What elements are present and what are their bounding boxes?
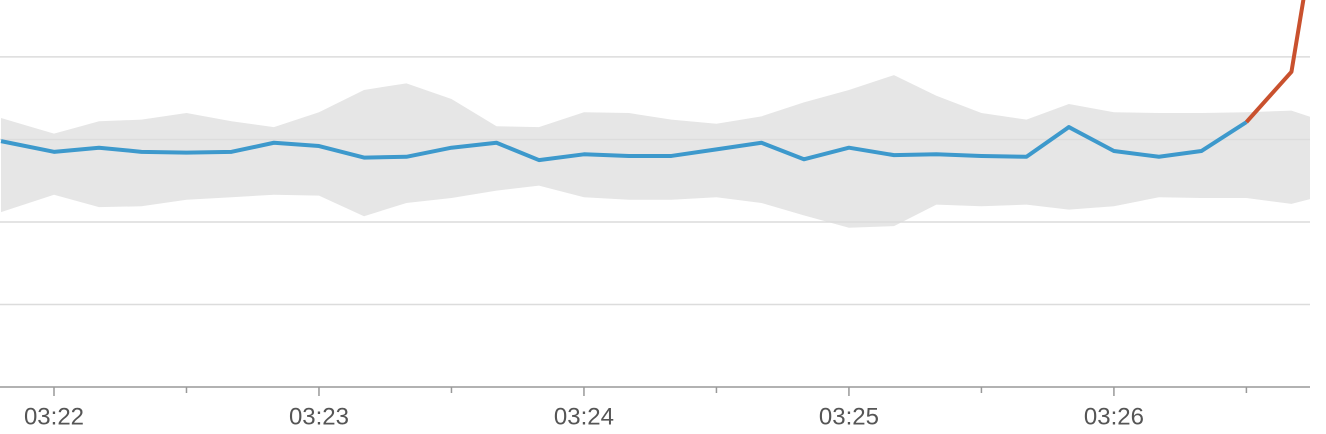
x-tick-label: 03:25 [819,403,879,430]
confidence-band [1,75,1310,228]
x-tick-label: 03:22 [24,403,84,430]
line-series [1244,0,1306,124]
line-series [0,120,1248,163]
x-tick-label: 03:26 [1084,403,1144,430]
x-tick-label: 03:24 [554,403,614,430]
x-tick-label: 03:23 [289,403,349,430]
